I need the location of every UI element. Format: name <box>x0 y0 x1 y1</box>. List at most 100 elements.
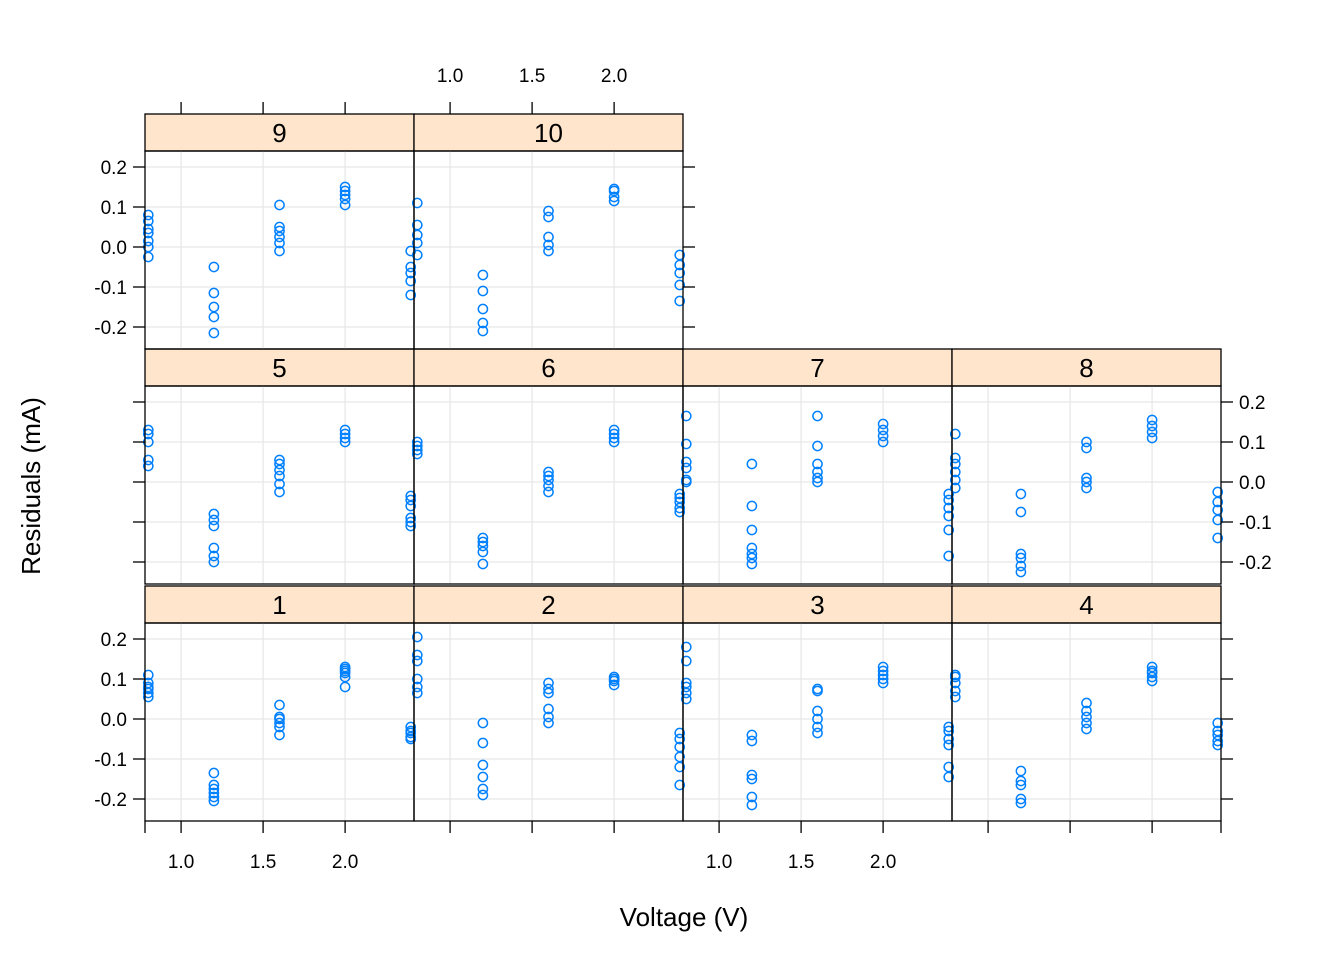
data-point <box>1146 414 1158 426</box>
data-point <box>411 631 423 643</box>
data-point <box>674 488 686 500</box>
data-point <box>746 773 758 785</box>
panel-strip-label: 9 <box>272 118 286 148</box>
data-point <box>411 249 423 261</box>
data-point <box>405 261 417 273</box>
data-point <box>680 456 692 468</box>
data-point <box>543 703 554 715</box>
data-point <box>949 669 961 681</box>
data-point <box>1015 548 1027 560</box>
data-point <box>877 424 889 436</box>
data-point <box>1081 711 1092 723</box>
panel-strip-label: 5 <box>272 353 286 383</box>
data-point <box>1081 705 1092 717</box>
data-point <box>746 548 758 560</box>
data-point <box>746 552 758 564</box>
panel-10: 10 1.0 1.5 2.0 <box>411 66 695 350</box>
data-point <box>208 791 220 803</box>
data-point <box>746 791 758 803</box>
data-point <box>208 261 220 273</box>
data-point <box>477 546 489 558</box>
data-point <box>543 239 554 251</box>
panel-strip <box>413 113 684 152</box>
data-point <box>1212 504 1224 516</box>
data-point <box>1015 566 1027 578</box>
data-point <box>142 687 154 699</box>
data-point <box>274 729 285 741</box>
data-point <box>674 741 686 753</box>
data-point <box>1081 472 1092 484</box>
y-tick-label: -0.1 <box>94 750 127 771</box>
data-point <box>142 251 154 263</box>
data-point <box>680 641 692 653</box>
data-point <box>142 235 154 247</box>
x-axis-title: Voltage (V) <box>620 902 749 932</box>
data-point <box>1212 496 1224 508</box>
panel-strip-label: 6 <box>541 353 555 383</box>
data-point <box>274 470 285 482</box>
data-point <box>274 486 285 498</box>
data-point <box>405 289 417 301</box>
data-point <box>405 725 417 737</box>
data-point <box>943 725 955 737</box>
data-point <box>405 500 417 512</box>
panel-strip <box>682 585 953 624</box>
data-point <box>674 506 686 518</box>
data-point <box>1015 793 1027 805</box>
data-point <box>1081 723 1092 735</box>
data-point <box>477 783 489 795</box>
data-point <box>608 183 620 195</box>
data-point <box>208 311 220 323</box>
data-point <box>477 737 489 749</box>
data-point <box>543 687 554 699</box>
y-tick-label: -0.2 <box>94 790 127 811</box>
data-point <box>1081 697 1092 709</box>
panel-frame <box>951 385 1222 585</box>
data-point <box>812 721 823 733</box>
data-point <box>274 478 285 490</box>
data-point <box>405 512 417 524</box>
data-point <box>142 454 154 466</box>
data-point <box>274 699 285 711</box>
data-point <box>608 432 620 444</box>
panel-strip-label: 4 <box>1079 590 1093 620</box>
data-point <box>1015 797 1027 809</box>
data-point <box>608 671 620 683</box>
data-point <box>477 532 489 544</box>
data-point <box>1015 775 1027 787</box>
data-point <box>208 287 220 299</box>
data-point <box>411 237 423 249</box>
data-point <box>674 751 686 763</box>
data-point <box>411 436 423 448</box>
data-point <box>1081 482 1092 494</box>
data-point <box>543 480 554 492</box>
x-tick-label: 2.0 <box>870 852 896 873</box>
panel-strip-label: 8 <box>1079 353 1093 383</box>
data-point <box>339 436 351 448</box>
data-point <box>949 685 961 697</box>
data-point <box>208 550 220 562</box>
data-point <box>746 524 758 536</box>
data-point <box>943 502 955 514</box>
data-point <box>411 229 423 241</box>
data-point <box>746 500 758 512</box>
data-point <box>812 727 823 739</box>
data-point <box>680 474 692 486</box>
y-tick-label: 0.2 <box>101 158 127 179</box>
data-point <box>274 711 285 723</box>
panel-7: 7 <box>680 348 955 585</box>
data-point <box>746 558 758 570</box>
data-point <box>949 466 961 478</box>
data-point <box>1081 436 1092 448</box>
data-point <box>543 717 554 729</box>
data-point <box>608 195 620 207</box>
data-point <box>208 795 220 807</box>
y-tick-label: 0.0 <box>101 710 127 731</box>
data-point <box>1015 506 1027 518</box>
data-point <box>746 735 758 747</box>
data-point <box>477 717 489 729</box>
panel-frame <box>144 385 415 585</box>
data-point <box>274 231 285 243</box>
data-point <box>1146 661 1158 673</box>
data-point <box>674 761 686 773</box>
